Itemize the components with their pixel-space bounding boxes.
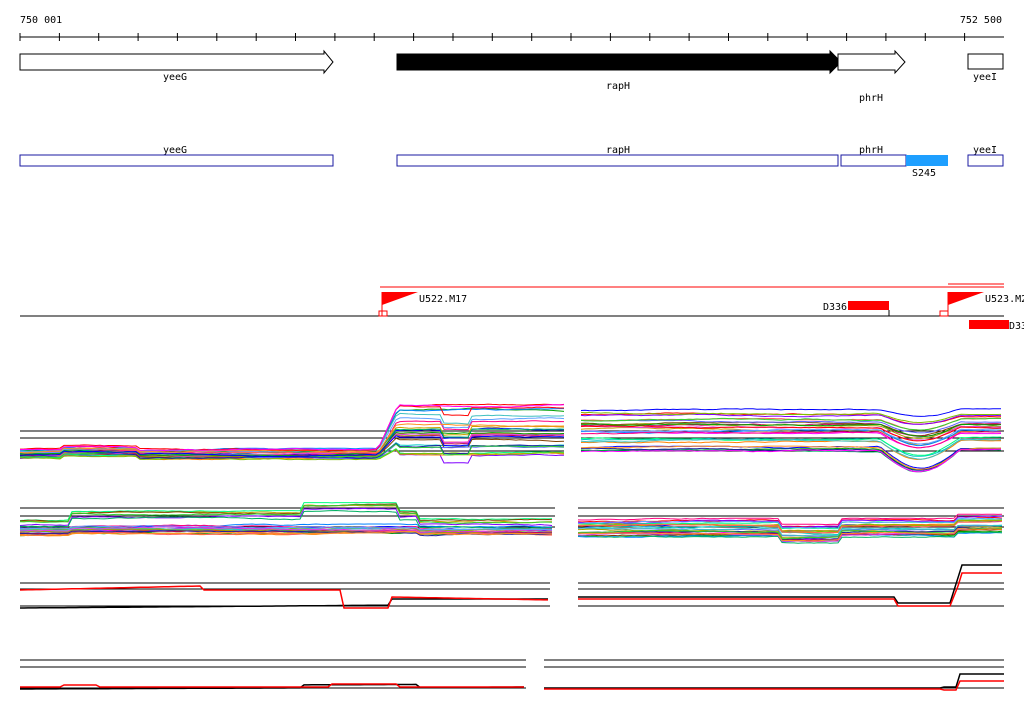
- expression-trace: [19, 507, 553, 526]
- expression-traces: [20, 683, 524, 690]
- promoter-marker-U522: [378, 310, 388, 317]
- expression-trace: [577, 524, 1003, 537]
- deletion-bar-D336[interactable]: [848, 301, 889, 310]
- expression-trace: [19, 405, 564, 452]
- annotation-label-yeeI: yeeI: [973, 145, 997, 156]
- promoter-flag-U523[interactable]: [948, 292, 984, 305]
- expression-panel-2-right: [577, 507, 1004, 544]
- ruler-ticks: [19, 33, 966, 41]
- expression-trace: [19, 585, 548, 609]
- expression-trace: [580, 413, 1002, 425]
- gene-arrow-rapH[interactable]: [396, 49, 842, 75]
- expression-trace: [19, 504, 552, 524]
- expression-trace: [19, 509, 553, 529]
- expression-trace: [19, 531, 552, 537]
- expression-traces: [19, 585, 548, 609]
- expression-trace: [577, 528, 1002, 542]
- expression-trace: [19, 448, 565, 461]
- expression-trace: [19, 504, 553, 524]
- annotation-label-phrH: phrH: [859, 145, 883, 156]
- annotation-box-S245[interactable]: [906, 155, 948, 166]
- expression-traces: [577, 513, 1003, 544]
- expression-trace: [580, 425, 1002, 442]
- expression-trace: [578, 564, 1002, 604]
- annotation-box-phrH[interactable]: [840, 154, 907, 167]
- expression-panel-4-left: [20, 659, 526, 690]
- expression-trace: [19, 403, 565, 452]
- expression-trace: [577, 513, 1003, 526]
- expression-traces: [544, 673, 1004, 691]
- expression-trace: [577, 517, 1003, 529]
- expression-trace: [577, 527, 1003, 540]
- expression-panel-2-left: [19, 502, 555, 537]
- expression-trace: [544, 680, 1004, 691]
- gene-arrow-phrH[interactable]: [837, 49, 906, 75]
- expression-traces: [19, 403, 565, 464]
- promoter-flag-U522[interactable]: [382, 292, 418, 305]
- gene-label-phrH: phrH: [859, 93, 883, 104]
- expression-trace: [580, 445, 1001, 470]
- gene-label-yeeI: yeeI: [973, 72, 997, 83]
- annotation-label-rapH: rapH: [606, 145, 630, 156]
- expression-trace: [19, 502, 553, 522]
- expression-trace: [19, 525, 553, 531]
- gene-track: yeeG rapH phrH yeeI: [19, 49, 1004, 104]
- deletion-label-D336: D336: [823, 302, 847, 313]
- annotation-box-yeeG[interactable]: [19, 154, 334, 167]
- expression-trace: [580, 417, 1001, 431]
- expression-trace: [19, 526, 552, 533]
- annotation-label-S245: S245: [912, 168, 936, 179]
- expression-traces: [19, 502, 553, 537]
- gene-box-yeeI[interactable]: [967, 53, 1004, 70]
- deletion-bar-D33[interactable]: [969, 320, 1009, 329]
- annotation-track: yeeG rapH phrH S245 yeeI: [19, 145, 1004, 179]
- expression-panel-1-right: [580, 408, 1004, 473]
- annotation-box-yeeI[interactable]: [967, 154, 1004, 167]
- expression-trace: [580, 423, 1002, 438]
- annotation-label-yeeG: yeeG: [163, 145, 187, 156]
- expression-traces: [578, 564, 1002, 607]
- expression-trace: [19, 423, 565, 454]
- expression-trace: [20, 683, 524, 688]
- expression-trace: [580, 448, 1001, 473]
- expression-trace: [19, 428, 565, 457]
- expression-panel-3-right: [578, 564, 1004, 607]
- ruler-end-label: 752 500: [960, 15, 1002, 26]
- deletion-label-D33: D33: [1009, 321, 1024, 332]
- expression-trace: [19, 503, 553, 523]
- expression-traces: [580, 408, 1002, 473]
- expression-trace: [19, 442, 565, 459]
- expression-trace: [19, 407, 565, 452]
- gene-arrow-yeeG[interactable]: [19, 49, 334, 75]
- expression-trace: [19, 404, 565, 452]
- expression-trace: [578, 531, 1003, 544]
- expression-panel-4-right: [544, 659, 1004, 691]
- expression-trace: [581, 431, 1002, 449]
- expression-trace: [580, 411, 1002, 424]
- promoter-label-U522: U522.M17: [419, 294, 467, 305]
- annotation-box-rapH[interactable]: [396, 154, 839, 167]
- expression-trace: [19, 435, 565, 458]
- gene-label-rapH: rapH: [606, 81, 630, 92]
- gene-label-yeeG: yeeG: [163, 72, 187, 83]
- expression-trace: [578, 572, 1002, 607]
- expression-trace: [577, 521, 1003, 534]
- expression-trace: [20, 598, 548, 609]
- promoter-label-U523: U523.M2: [985, 294, 1024, 305]
- expression-trace: [544, 673, 1004, 689]
- coordinate-ruler: 750 001 752 500: [19, 15, 1004, 41]
- expression-trace: [580, 408, 1001, 417]
- promoter-track: U522.M17 U523.M2 D336 D33: [20, 283, 1024, 332]
- promoter-marker-U523: [939, 310, 949, 317]
- expression-trace: [580, 438, 1002, 460]
- expression-panel-3-left: [19, 582, 550, 609]
- expression-trace: [580, 428, 1002, 445]
- expression-trace: [580, 419, 1002, 434]
- expression-panel-1-left: [19, 403, 565, 464]
- ruler-start-label: 750 001: [20, 15, 62, 26]
